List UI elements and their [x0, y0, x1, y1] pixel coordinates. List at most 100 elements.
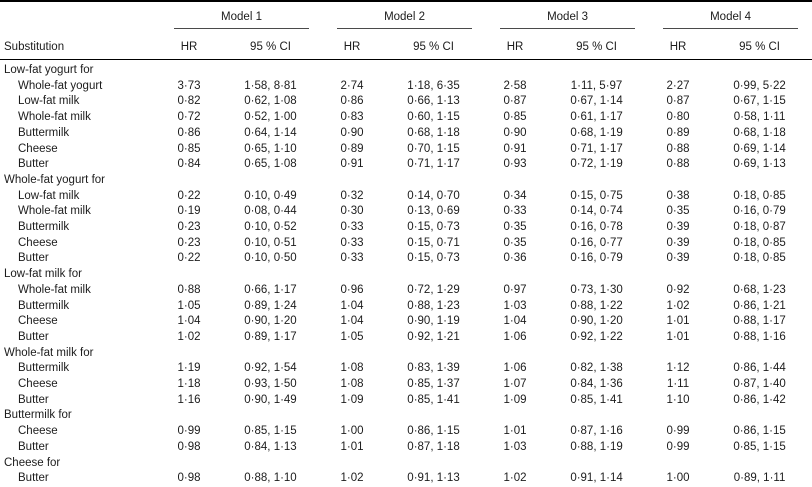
model-1-header: Model 1 — [160, 1, 323, 29]
hr-value: 0·88 — [666, 158, 690, 171]
ci-value: 1·18, 6·35 — [407, 79, 460, 92]
hr-value: 0·85 — [503, 111, 527, 124]
ci-value: 0·16, 0·79 — [733, 205, 786, 218]
hr-value: 1·03 — [503, 299, 527, 312]
ci-value: 0·16, 0·78 — [570, 221, 623, 234]
section-label: Cheese for — [4, 456, 61, 469]
ci-value: 0·10, 0·52 — [244, 221, 297, 234]
ci-value: 0·99, 5·22 — [733, 79, 786, 92]
hr-value: 0·88 — [177, 283, 201, 296]
hr-value: 1·11 — [666, 378, 690, 391]
row-label: Whole-fat milk — [18, 205, 91, 218]
ci-value: 0·85, 1·41 — [570, 393, 623, 406]
ci-value: 0·58, 1·11 — [733, 111, 786, 124]
hr-value: 0·86 — [340, 95, 364, 108]
ci-value: 0·08, 0·44 — [244, 205, 297, 218]
section-header-row: Buttermilk for — [0, 408, 812, 424]
table-row: Butter 0·84 0·65, 1·08 0·91 0·71, 1·17 0·93 0·… — [0, 157, 812, 173]
ci-value: 0·92, 1·22 — [570, 330, 623, 343]
row-label: Whole-fat milk — [18, 111, 91, 124]
ci-value: 0·67, 1·14 — [570, 95, 623, 108]
table-row: Whole-fat milk 0·88 0·66, 1·17 0·96 0·72, 1·… — [0, 283, 812, 299]
table-row: Whole-fat milk 0·72 0·52, 1·00 0·83 0·60, 1·… — [0, 110, 812, 126]
hr-value: 0·19 — [177, 205, 201, 218]
hr-value: 0·82 — [177, 95, 201, 108]
ci-value: 0·15, 0·71 — [407, 236, 460, 249]
ci-value: 0·85, 1·37 — [407, 378, 460, 391]
table-row: Buttermilk 0·23 0·10, 0·52 0·33 0·15, 0·73 0·… — [0, 220, 812, 236]
hr-value: 1·02 — [177, 330, 201, 343]
ci-value: 0·86, 1·21 — [733, 299, 786, 312]
ci-value: 0·66, 1·13 — [407, 95, 460, 108]
hr-value: 0·30 — [340, 205, 364, 218]
ci-value: 0·87, 1·18 — [407, 440, 460, 453]
table-row: Cheese 0·99 0·85, 1·15 1·00 0·86, 1·15 1·01 0·… — [0, 424, 812, 440]
section-header-row: Low-fat milk for — [0, 267, 812, 283]
ci-value: 1·11, 5·97 — [570, 79, 623, 92]
ci-value: 0·93, 1·50 — [244, 378, 297, 391]
hr-value: 1·07 — [503, 378, 527, 391]
hr-value: 1·01 — [340, 440, 364, 453]
hr-value: 1·01 — [666, 330, 690, 343]
ci-value: 0·16, 0·79 — [570, 252, 623, 265]
hr-value: 1·04 — [177, 315, 201, 328]
hr-value: 0·33 — [340, 221, 364, 234]
section-label: Low-fat milk for — [4, 268, 82, 281]
hr-value: 0·85 — [177, 142, 201, 155]
hr-value: 1·01 — [503, 425, 527, 438]
ci-value: 0·68, 1·18 — [733, 126, 786, 139]
hr-value: 1·12 — [666, 362, 690, 375]
ci-value: 0·10, 0·50 — [244, 252, 297, 265]
ci-value: 0·85, 1·15 — [733, 440, 786, 453]
hr-column-header: HR — [506, 41, 524, 53]
ci-column-header: 95 % CI — [739, 41, 781, 53]
hr-value: 0·98 — [177, 472, 201, 485]
hr-value: 1·08 — [340, 362, 364, 375]
row-label: Butter — [18, 330, 49, 343]
ci-value: 0·88, 1·23 — [407, 299, 460, 312]
hr-value: 0·22 — [177, 189, 201, 202]
ci-value: 0·14, 0·74 — [570, 205, 623, 218]
ci-value: 0·70, 1·15 — [407, 142, 460, 155]
ci-column-header: 95 % CI — [576, 41, 617, 53]
section-header-row: Low-fat yogurt for — [0, 60, 812, 79]
ci-value: 0·15, 0·73 — [407, 221, 460, 234]
hr-value: 2·27 — [666, 79, 690, 92]
hr-value: 0·89 — [340, 142, 364, 155]
hr-value: 0·87 — [666, 95, 690, 108]
table-row: Whole-fat yogurt 3·73 1·58, 8·81 2·74 1·18, … — [0, 79, 812, 95]
ci-value: 0·68, 1·19 — [570, 126, 623, 139]
hr-value: 0·90 — [503, 126, 527, 139]
hr-value: 0·38 — [666, 189, 690, 202]
ci-value: 0·90, 1·49 — [244, 393, 297, 406]
hr-value: 0·23 — [177, 236, 201, 249]
hr-value: 1·09 — [503, 393, 527, 406]
hr-value: 0·32 — [340, 189, 364, 202]
ci-value: 0·73, 1·30 — [570, 283, 623, 296]
ci-value: 0·92, 1·54 — [244, 362, 297, 375]
ci-value: 0·91, 1·14 — [570, 472, 623, 485]
row-label: Cheese — [18, 315, 58, 328]
hr-value: 1·02 — [666, 299, 690, 312]
table-body: Low-fat yogurt for Whole-fat yogurt 3·73 1·… — [0, 60, 812, 487]
hr-value: 0·34 — [503, 189, 527, 202]
table-header: Model 1 Model 2 Model 3 Model 4 Substitu… — [0, 1, 812, 60]
hr-value: 1·19 — [177, 362, 201, 375]
row-label: Low-fat milk — [18, 95, 80, 108]
ci-column-header: 95 % CI — [413, 41, 454, 53]
hr-value: 0·91 — [503, 142, 527, 155]
ci-value: 0·89, 1·17 — [244, 330, 297, 343]
table-row: Butter 0·98 0·84, 1·13 1·01 0·87, 1·18 1·03 0·… — [0, 440, 812, 456]
table-row: Butter 0·22 0·10, 0·50 0·33 0·15, 0·73 0·36 0·… — [0, 251, 812, 267]
hr-value: 1·06 — [503, 362, 527, 375]
row-label: Butter — [18, 158, 49, 171]
table-row: Cheese 1·18 0·93, 1·50 1·08 0·85, 1·37 1·07 0·… — [0, 377, 812, 393]
section-label: Low-fat yogurt for — [4, 64, 94, 76]
ci-value: 0·16, 0·77 — [570, 236, 623, 249]
table-row: Low-fat milk 0·82 0·62, 1·08 0·86 0·66, 1·13… — [0, 94, 812, 110]
ci-value: 0·87, 1·16 — [570, 425, 623, 438]
hr-column-header: HR — [343, 41, 361, 53]
hr-value: 0·93 — [503, 158, 527, 171]
column-header-row: Substitution HR 95 % CI HR 95 % CI HR 95… — [0, 29, 812, 60]
hr-value: 1·10 — [666, 393, 690, 406]
